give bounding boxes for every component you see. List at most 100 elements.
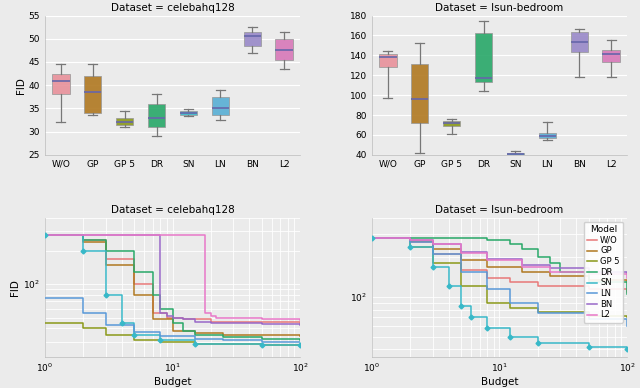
Line: LN: LN xyxy=(372,238,627,326)
Title: Dataset = celebahq128: Dataset = celebahq128 xyxy=(111,3,234,13)
DR xyxy=(368,236,376,240)
DR xyxy=(457,236,465,240)
GP xyxy=(368,236,376,240)
GP 5 xyxy=(368,236,376,240)
PathPatch shape xyxy=(244,32,261,46)
DR xyxy=(557,270,564,274)
Line: W/O: W/O xyxy=(372,238,627,293)
W/O xyxy=(483,275,491,280)
BN xyxy=(406,238,414,242)
PathPatch shape xyxy=(275,39,293,60)
LN xyxy=(457,270,465,274)
SN xyxy=(406,244,414,249)
Y-axis label: FID: FID xyxy=(15,77,26,94)
BN xyxy=(429,242,436,247)
GP 5 xyxy=(406,244,414,249)
GP 5 xyxy=(483,301,491,305)
LN xyxy=(406,240,414,244)
PathPatch shape xyxy=(52,74,70,95)
SN xyxy=(368,236,376,240)
X-axis label: Budget: Budget xyxy=(481,377,518,387)
GP xyxy=(518,270,526,274)
GP xyxy=(547,273,554,278)
LN xyxy=(483,287,491,291)
Y-axis label: FID: FID xyxy=(10,279,20,296)
PathPatch shape xyxy=(602,50,620,62)
Line: SN: SN xyxy=(372,238,627,349)
GP 5 xyxy=(623,315,631,320)
L2 xyxy=(518,265,526,270)
PathPatch shape xyxy=(84,76,102,113)
L2 xyxy=(406,238,414,242)
SN xyxy=(429,264,436,269)
SN xyxy=(534,340,542,345)
W/O xyxy=(406,240,414,244)
GP 5 xyxy=(429,261,436,266)
SN xyxy=(585,344,593,349)
Title: Dataset = celebahq128: Dataset = celebahq128 xyxy=(111,205,234,215)
GP xyxy=(623,280,631,284)
GP xyxy=(457,258,465,263)
BN xyxy=(623,272,631,277)
PathPatch shape xyxy=(475,33,492,82)
PathPatch shape xyxy=(539,133,556,138)
BN xyxy=(457,249,465,254)
SN xyxy=(506,334,513,339)
GP 5 xyxy=(534,310,542,314)
PathPatch shape xyxy=(379,54,397,67)
L2 xyxy=(547,270,554,274)
DR xyxy=(518,247,526,251)
W/O xyxy=(368,236,376,240)
W/O xyxy=(457,268,465,272)
SN xyxy=(483,326,491,331)
W/O xyxy=(623,290,631,295)
GP 5 xyxy=(585,314,593,318)
Line: L2: L2 xyxy=(372,238,627,278)
DR xyxy=(585,280,593,284)
GP xyxy=(483,264,491,269)
W/O xyxy=(585,287,593,291)
BN xyxy=(585,270,593,274)
BN xyxy=(518,263,526,267)
LN xyxy=(623,324,631,329)
GP xyxy=(585,277,593,282)
BN xyxy=(483,256,491,261)
GP 5 xyxy=(457,284,465,289)
Line: GP: GP xyxy=(372,238,627,282)
SN xyxy=(445,284,452,289)
LN xyxy=(585,317,593,321)
BN xyxy=(368,236,376,240)
L2 xyxy=(585,272,593,277)
PathPatch shape xyxy=(212,97,229,115)
PathPatch shape xyxy=(116,118,133,125)
PathPatch shape xyxy=(570,33,588,52)
DR xyxy=(534,255,542,260)
Title: Dataset = lsun-bedroom: Dataset = lsun-bedroom xyxy=(435,205,564,215)
LN xyxy=(368,236,376,240)
L2 xyxy=(483,258,491,263)
SN xyxy=(623,347,631,352)
LN xyxy=(506,301,513,305)
LN xyxy=(534,311,542,316)
PathPatch shape xyxy=(411,64,428,123)
Line: DR: DR xyxy=(372,238,627,294)
W/O xyxy=(429,252,436,257)
W/O xyxy=(506,280,513,284)
BN xyxy=(547,266,554,270)
DR xyxy=(429,236,436,240)
GP xyxy=(429,247,436,251)
LN xyxy=(429,252,436,257)
GP 5 xyxy=(506,306,513,310)
W/O xyxy=(534,284,542,289)
X-axis label: Budget: Budget xyxy=(154,377,191,387)
Legend: W/O, GP, GP 5, DR, SN, LN, BN, L2: W/O, GP, GP 5, DR, SN, LN, BN, L2 xyxy=(584,222,623,323)
SN xyxy=(457,304,465,308)
L2 xyxy=(623,275,631,280)
L2 xyxy=(429,242,436,247)
Line: GP 5: GP 5 xyxy=(372,238,627,317)
PathPatch shape xyxy=(180,111,197,115)
PathPatch shape xyxy=(507,153,524,155)
DR xyxy=(547,261,554,266)
PathPatch shape xyxy=(148,104,165,127)
Title: Dataset = lsun-bedroom: Dataset = lsun-bedroom xyxy=(435,3,564,13)
